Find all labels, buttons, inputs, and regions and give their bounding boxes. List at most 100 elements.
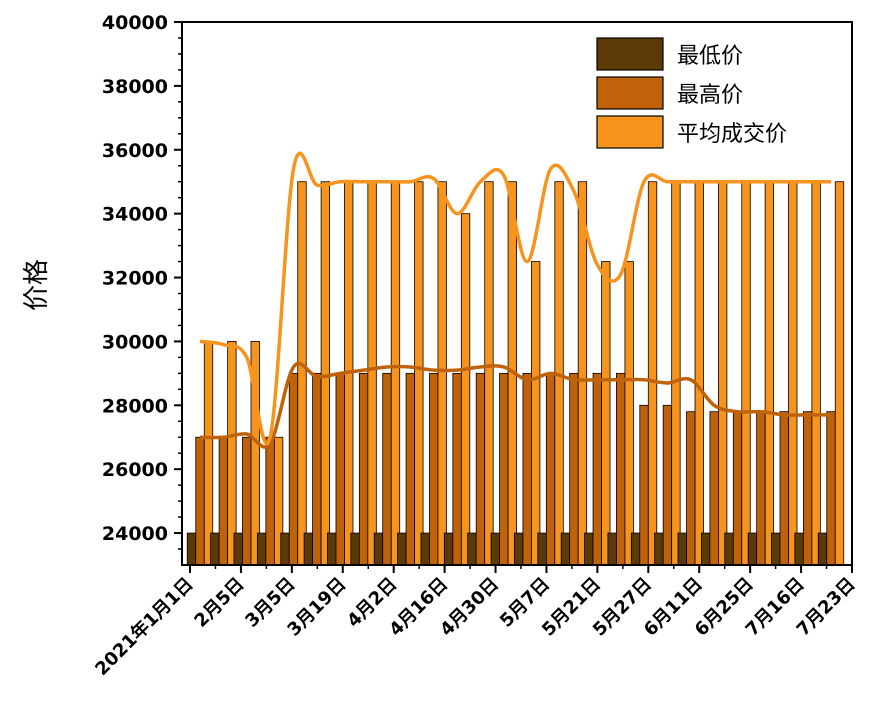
bar-min-price	[584, 532, 594, 566]
lines-layer	[199, 151, 831, 449]
avg-price-trend-line	[199, 151, 831, 446]
bar-max-price	[358, 372, 369, 566]
bar-avg-price	[718, 181, 728, 566]
legend-swatch	[596, 76, 664, 110]
bar-avg-price	[577, 181, 588, 566]
legend-label: 最高价	[677, 83, 743, 108]
bar-avg-price	[834, 181, 845, 566]
bar-avg-price	[437, 181, 447, 566]
bar-avg-price	[741, 181, 751, 566]
bar-avg-price	[601, 261, 611, 566]
bar-max-price	[405, 372, 415, 566]
bar-min-price	[677, 532, 687, 566]
bar-max-price	[592, 372, 602, 566]
max-price-trend-line	[199, 361, 831, 449]
bar-avg-price	[367, 181, 377, 566]
bar-min-price	[373, 532, 384, 566]
bar-max-price	[429, 372, 439, 566]
x-tick-label: 2月5日	[190, 574, 248, 632]
bar-avg-price	[811, 181, 821, 566]
bar-avg-price	[297, 181, 307, 566]
bar-max-price	[475, 372, 486, 566]
bar-max-price	[265, 436, 275, 566]
bar-max-price	[756, 411, 766, 566]
bar-min-price	[280, 532, 290, 566]
bar-min-price	[724, 532, 734, 566]
bar-max-price	[569, 372, 579, 566]
bar-min-price	[560, 532, 571, 566]
bar-min-price	[630, 532, 641, 566]
bar-min-price	[303, 532, 314, 566]
y-tick-label: 26000	[102, 459, 168, 481]
x-tick-label: 2021年1月1日	[91, 573, 198, 680]
bar-max-price	[195, 436, 205, 566]
bar-max-price	[452, 372, 462, 566]
bar-max-price	[802, 411, 813, 566]
bar-min-price	[654, 532, 664, 566]
bar-max-price	[499, 372, 509, 566]
bar-min-price	[514, 532, 524, 566]
legend-swatch	[596, 115, 664, 149]
bar-min-price	[467, 532, 477, 566]
bar-max-price	[335, 372, 345, 566]
bar-avg-price	[671, 181, 681, 566]
bar-min-price	[233, 532, 243, 566]
bar-max-price	[545, 372, 556, 566]
bar-avg-price	[647, 181, 658, 566]
bar-min-price	[350, 532, 360, 566]
bar-min-price	[443, 532, 454, 566]
bar-max-price	[218, 436, 229, 566]
bar-min-price	[256, 532, 267, 566]
bar-avg-price	[414, 181, 424, 566]
bar-max-price	[522, 372, 532, 566]
legend-label: 最低价	[677, 44, 743, 69]
bar-max-price	[709, 411, 719, 566]
bar-max-price	[312, 372, 322, 566]
bar-avg-price	[227, 341, 237, 566]
bar-min-price	[607, 532, 617, 566]
bar-max-price	[826, 411, 836, 566]
bar-max-price	[242, 436, 252, 566]
y-tick-label: 30000	[102, 331, 168, 353]
bar-min-price	[747, 532, 758, 566]
bar-avg-price	[484, 181, 494, 566]
bar-max-price	[732, 411, 743, 566]
bar-avg-price	[788, 181, 798, 566]
legend-label: 平均成交价	[677, 122, 787, 147]
bar-max-price	[616, 372, 626, 566]
bar-avg-price	[624, 261, 634, 566]
y-tick-label: 40000	[102, 12, 168, 34]
legend-swatch	[596, 37, 664, 71]
bar-min-price	[420, 532, 430, 566]
y-tick-label: 28000	[102, 395, 168, 417]
y-tick-label: 24000	[102, 523, 168, 545]
bar-avg-price	[694, 181, 704, 566]
bar-avg-price	[390, 181, 401, 566]
y-tick-label: 38000	[102, 76, 168, 98]
bar-min-price	[186, 532, 197, 566]
bar-min-price	[327, 532, 337, 566]
bar-min-price	[210, 532, 220, 566]
bar-max-price	[382, 372, 392, 566]
bar-max-price	[288, 372, 299, 566]
bar-min-price	[397, 532, 407, 566]
bar-max-price	[639, 404, 649, 566]
bar-max-price	[686, 411, 696, 566]
bar-min-price	[537, 532, 547, 566]
y-tick-label: 34000	[102, 204, 168, 226]
bar-min-price	[771, 532, 781, 566]
bar-max-price	[662, 404, 673, 566]
bars-layer	[186, 181, 845, 566]
y-axis-title: 价格	[22, 259, 52, 311]
bar-avg-price	[203, 341, 214, 566]
bar-min-price	[490, 532, 500, 566]
bar-avg-price	[764, 181, 775, 566]
bar-max-price	[779, 411, 789, 566]
bar-avg-price	[320, 181, 331, 566]
bar-avg-price	[531, 261, 541, 566]
y-tick-label: 36000	[102, 140, 168, 162]
y-tick-label: 32000	[102, 268, 168, 290]
bar-min-price	[817, 532, 828, 566]
